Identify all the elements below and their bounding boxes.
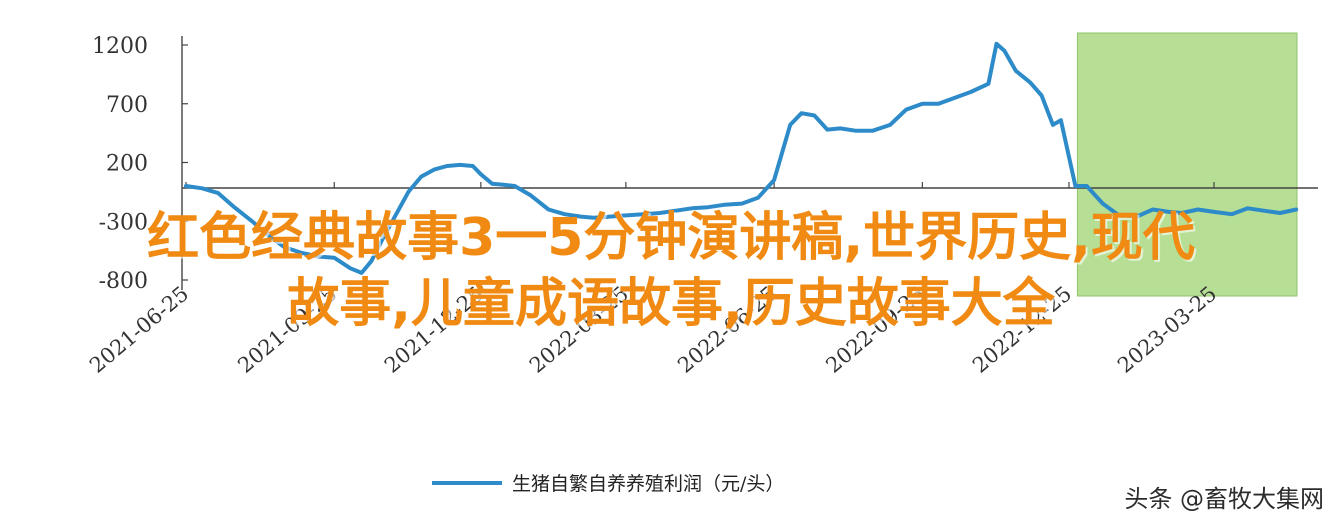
overlay-title-line-1: 红色经典故事3一5分钟演讲稿,世界历史,现代 <box>147 208 1195 268</box>
y-tick-label: -300 <box>99 210 148 235</box>
legend-label: 生猪自繁自养养殖利润（元/头） <box>512 473 784 495</box>
overlay-title-line-2: 故事,儿童成语故事,历史故事大全 <box>287 274 1055 334</box>
y-tick-layer: 1200 700 200 -300 -800 <box>92 34 188 294</box>
watermark: 头条 @畜牧大集网 <box>1124 485 1324 513</box>
series-layer <box>184 41 1299 275</box>
series-line <box>184 41 1299 275</box>
overlay-title: 红色经典故事3一5分钟演讲稿,世界历史,现代 故事,儿童成语故事,历史故事大全 <box>0 205 1342 337</box>
legend: 生猪自繁自养养殖利润（元/头） <box>432 473 784 495</box>
y-tick-label: -800 <box>99 269 148 294</box>
highlight-region-layer <box>1076 32 1298 297</box>
y-tick-label: 200 <box>106 152 148 177</box>
y-tick-label: 700 <box>106 93 148 118</box>
highlight-region <box>1076 32 1298 297</box>
y-tick-label: 1200 <box>92 34 148 59</box>
